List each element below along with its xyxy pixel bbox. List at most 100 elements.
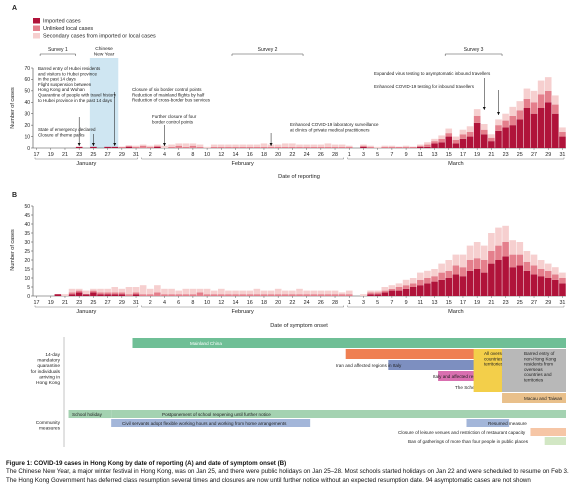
panelB-y-tick-label: 0: [27, 294, 30, 300]
panelA-bar-2: [175, 143, 182, 146]
panelB-bar-2: [473, 242, 481, 259]
panelB-y-tick-label: 30: [24, 240, 30, 246]
panelB-bar-2: [495, 227, 502, 246]
panelA-bar-1: [118, 146, 126, 148]
panelA-bar-2: [417, 144, 424, 146]
panelB-bar-1: [260, 294, 268, 296]
panelA-x-tick-label: 4: [163, 152, 166, 158]
panelB-month-label: March: [448, 309, 464, 315]
panelB-bar-2: [388, 285, 396, 289]
panelB-x-tick-label: 15: [446, 300, 452, 306]
panelA-bar-1: [168, 146, 175, 148]
panelA-x-tick-label: 7: [390, 152, 393, 158]
panelB-x-tick-label: 27: [105, 300, 111, 306]
panelA-bar-1: [360, 145, 367, 147]
panelA-x-tick-label: 29: [545, 152, 551, 158]
panelB-bar-1: [417, 279, 424, 286]
panelB-y-tick-label: 50: [24, 204, 30, 210]
panelA-bar-2: [523, 88, 531, 99]
panelA-bar-1: [523, 98, 531, 108]
panelA-x-tick-label: 19: [48, 152, 54, 158]
new-year-shading: [89, 58, 119, 148]
panelA-x-tick-label: 20: [275, 152, 281, 158]
panelB-bar-1: [210, 294, 218, 296]
panelB-bar-2: [523, 251, 531, 262]
panelB-x-tick-label: 26: [318, 300, 324, 306]
panelB-bar-0: [374, 294, 381, 296]
panelB-bar-0: [495, 260, 502, 296]
panelB-bar-2: [395, 283, 403, 287]
panelB-bar-0: [424, 283, 431, 296]
panelA-x-tick-label: 13: [432, 152, 438, 158]
panelB-bar-0: [530, 274, 538, 296]
annotation-arrowhead: [496, 112, 500, 115]
panelB-bar-2: [381, 287, 389, 291]
measure-bar: [502, 349, 566, 392]
panelB-bar-2: [68, 288, 76, 293]
panelB-bar-1: [324, 294, 332, 296]
measure-label: Resumed measure: [488, 421, 527, 426]
panelB-bar-1: [118, 292, 126, 295]
panelB-bar-0: [445, 278, 453, 296]
panelA-bar-2: [374, 146, 381, 148]
panelB-bar-1: [239, 294, 246, 296]
panelB-bar-2: [161, 288, 168, 295]
panelA-x-tick-label: 24: [304, 152, 310, 158]
measure-label: Barred entry of non-Hong Kong residents fr…: [524, 351, 557, 383]
panelA-bar-2: [381, 145, 389, 147]
annotation-arrowhead: [77, 143, 81, 146]
panelA-bar-2: [168, 144, 175, 147]
panelB-bar-2: [118, 288, 126, 293]
panelA-bar-1: [409, 146, 417, 148]
panelB-bar-1: [310, 294, 318, 296]
panelB-bar-1: [544, 270, 552, 278]
panelB-bar-0: [438, 279, 445, 296]
panelA-bar-1: [324, 146, 332, 148]
panelA-x-tick-label: 10: [204, 152, 210, 158]
panelB-bar-2: [374, 290, 381, 293]
survey-label: Survey 2: [258, 47, 278, 53]
panelB-x-tick-label: 12: [218, 300, 224, 306]
panelB-bar-1: [459, 267, 467, 277]
panelB-month-label: January: [76, 309, 96, 315]
panelA-x-tick-label: 27: [531, 152, 537, 158]
panelB-bar-1: [395, 287, 403, 291]
panelA-x-tick-label: 27: [105, 152, 111, 158]
panelB-bar-1: [317, 294, 325, 296]
measure-label: Ban of gatherings of more than four peop…: [408, 439, 529, 444]
panelB-y-tick-label: 40: [24, 222, 30, 228]
annotation-text: Expanded virus testing to asymptomatic i…: [374, 71, 491, 76]
panelB-bar-1: [488, 251, 495, 264]
panelB-y-tick-label: 10: [24, 276, 30, 282]
panelA-bar-1: [253, 146, 261, 148]
panelB-bar-1: [154, 292, 161, 296]
community-label: Community measures: [36, 420, 61, 432]
panelA-bar-0: [480, 134, 488, 148]
panelB-x-tick-label: 18: [261, 300, 267, 306]
caption-text: The Chinese New Year, a major winter fes…: [6, 468, 569, 484]
panelB-bar-0: [54, 294, 62, 296]
survey-label: Survey 3: [464, 47, 484, 53]
panelA-x-tick-label: 2: [149, 152, 152, 158]
annotation-text: Enhanced COVID-19 testing for inbound tr…: [374, 84, 475, 89]
panelA-month-label: February: [231, 161, 254, 167]
panelA-bar-2: [274, 144, 282, 147]
measure-bar: [132, 338, 566, 348]
panelB-y-tick-label: 15: [24, 267, 30, 273]
panelB-y-tick-label: 25: [24, 249, 30, 255]
panelB-bar-1: [473, 258, 481, 269]
panelA-bar-0: [431, 143, 438, 148]
panelB-bar-1: [289, 294, 296, 296]
panelA-month-label: March: [448, 161, 464, 167]
measure-label: Closure of leisure venues and restrictio…: [398, 430, 526, 435]
panelA-bar-1: [402, 146, 410, 148]
panelB-bar-2: [104, 288, 111, 293]
panelB-bar-1: [168, 294, 175, 296]
panelA-bar-1: [239, 146, 246, 148]
panelB-bar-2: [331, 290, 339, 295]
annotation-arrowhead: [162, 143, 166, 146]
panelA-bar-0: [111, 146, 119, 148]
panelB-bar-2: [111, 287, 119, 293]
panelA-bar-2: [495, 119, 502, 126]
